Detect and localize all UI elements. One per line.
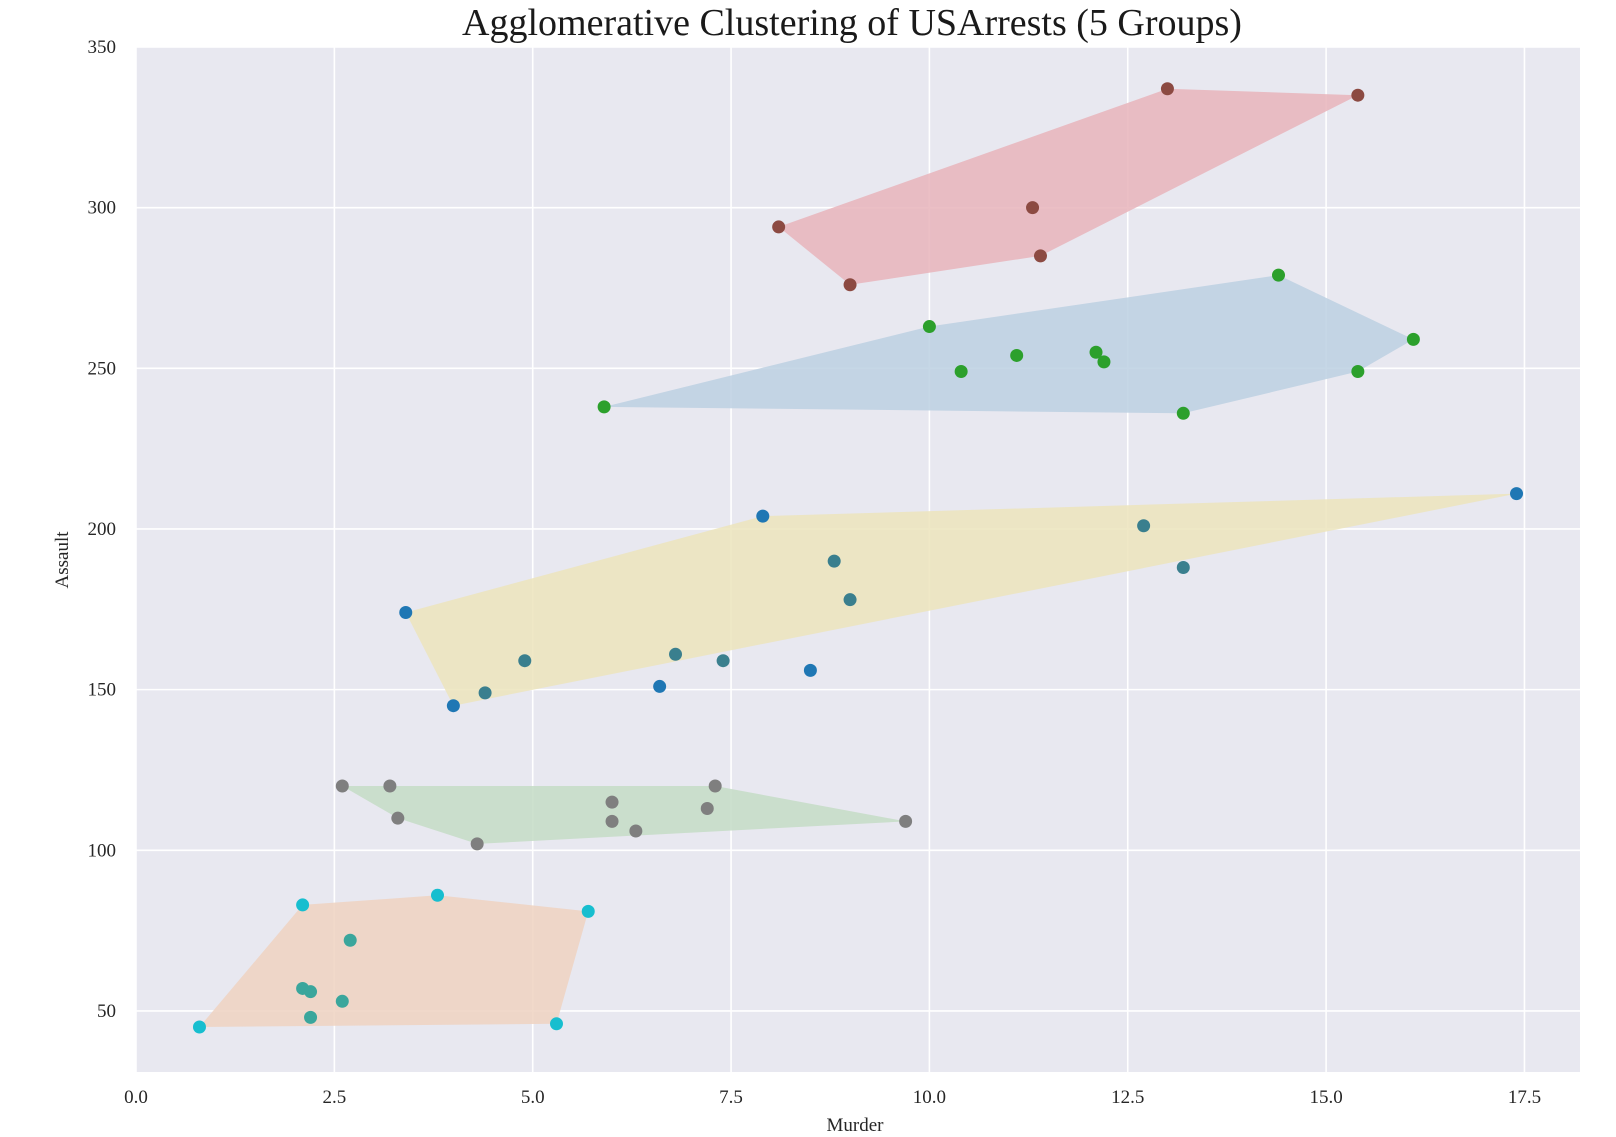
data-point — [430, 888, 444, 902]
data-point — [669, 647, 683, 661]
data-point — [581, 904, 595, 918]
cluster-hull-5 — [199, 895, 589, 1028]
data-point — [1176, 561, 1190, 575]
x-tick-label: 17.5 — [1508, 1087, 1541, 1108]
y-tick-label: 100 — [88, 840, 117, 861]
data-point — [629, 824, 643, 838]
x-tick-label: 15.0 — [1309, 1087, 1342, 1108]
data-point — [1176, 406, 1190, 420]
y-tick-label: 200 — [88, 519, 117, 540]
data-point — [335, 994, 349, 1008]
data-point — [1010, 348, 1024, 362]
data-point — [922, 320, 936, 334]
data-point — [772, 220, 786, 234]
data-point — [756, 509, 770, 523]
x-tick-label: 0.0 — [124, 1087, 148, 1108]
data-point — [470, 837, 484, 851]
data-point — [716, 654, 730, 668]
data-point — [597, 400, 611, 414]
tick-labels: 0.0 2.5 5.0 7.5 10.0 12.5 15.0 17.5 50 100 150 200 2… — [88, 37, 1542, 1108]
y-axis-label: Assault — [52, 531, 73, 589]
data-point — [335, 779, 349, 793]
x-tick-label: 7.5 — [719, 1087, 743, 1108]
data-point — [518, 654, 532, 668]
x-tick-label: 12.5 — [1111, 1087, 1144, 1108]
data-point — [446, 699, 460, 713]
data-point — [700, 802, 714, 816]
data-point — [605, 814, 619, 828]
data-point — [399, 606, 413, 620]
data-point — [708, 779, 722, 793]
data-point — [1026, 201, 1040, 215]
data-point — [843, 593, 857, 607]
chart-title: Agglomerative Clustering of USArrests (5… — [462, 2, 1242, 44]
y-tick-label: 350 — [88, 37, 117, 58]
y-tick-label: 250 — [88, 358, 117, 379]
data-point — [1406, 332, 1420, 346]
cluster-hulls — [199, 88, 1517, 1028]
cluster-hull-4 — [342, 786, 906, 844]
data-point — [192, 1020, 206, 1034]
data-point — [1137, 519, 1151, 533]
cluster-hull-2 — [604, 275, 1414, 414]
data-point — [478, 686, 492, 700]
data-point — [1351, 88, 1365, 102]
x-tick-label: 10.0 — [913, 1087, 946, 1108]
data-point — [1097, 355, 1111, 369]
data-point — [383, 779, 397, 793]
x-tick-label: 2.5 — [322, 1087, 346, 1108]
cluster-hull-3 — [405, 493, 1517, 706]
y-tick-label: 300 — [88, 198, 117, 219]
data-point — [803, 663, 817, 677]
data-point — [899, 814, 913, 828]
data-point — [827, 554, 841, 568]
data-point — [304, 985, 318, 999]
data-points — [192, 82, 1524, 1034]
data-point — [391, 811, 405, 825]
data-point — [1510, 487, 1524, 501]
y-tick-label: 50 — [97, 1001, 116, 1022]
data-point — [843, 278, 857, 292]
data-point — [1160, 82, 1174, 96]
data-point — [605, 795, 619, 809]
data-point — [296, 898, 310, 912]
cluster-hull-1 — [778, 88, 1358, 285]
data-point — [550, 1017, 564, 1031]
data-point — [954, 365, 968, 379]
data-point — [1272, 268, 1286, 282]
data-point — [343, 933, 357, 947]
x-tick-label: 5.0 — [521, 1087, 545, 1108]
x-axis-label: Murder — [827, 1115, 885, 1136]
data-point — [1089, 345, 1103, 359]
data-point — [653, 679, 667, 693]
data-point — [1033, 249, 1047, 263]
y-tick-label: 150 — [88, 680, 117, 701]
data-point — [304, 1010, 318, 1024]
data-point — [1351, 365, 1365, 379]
